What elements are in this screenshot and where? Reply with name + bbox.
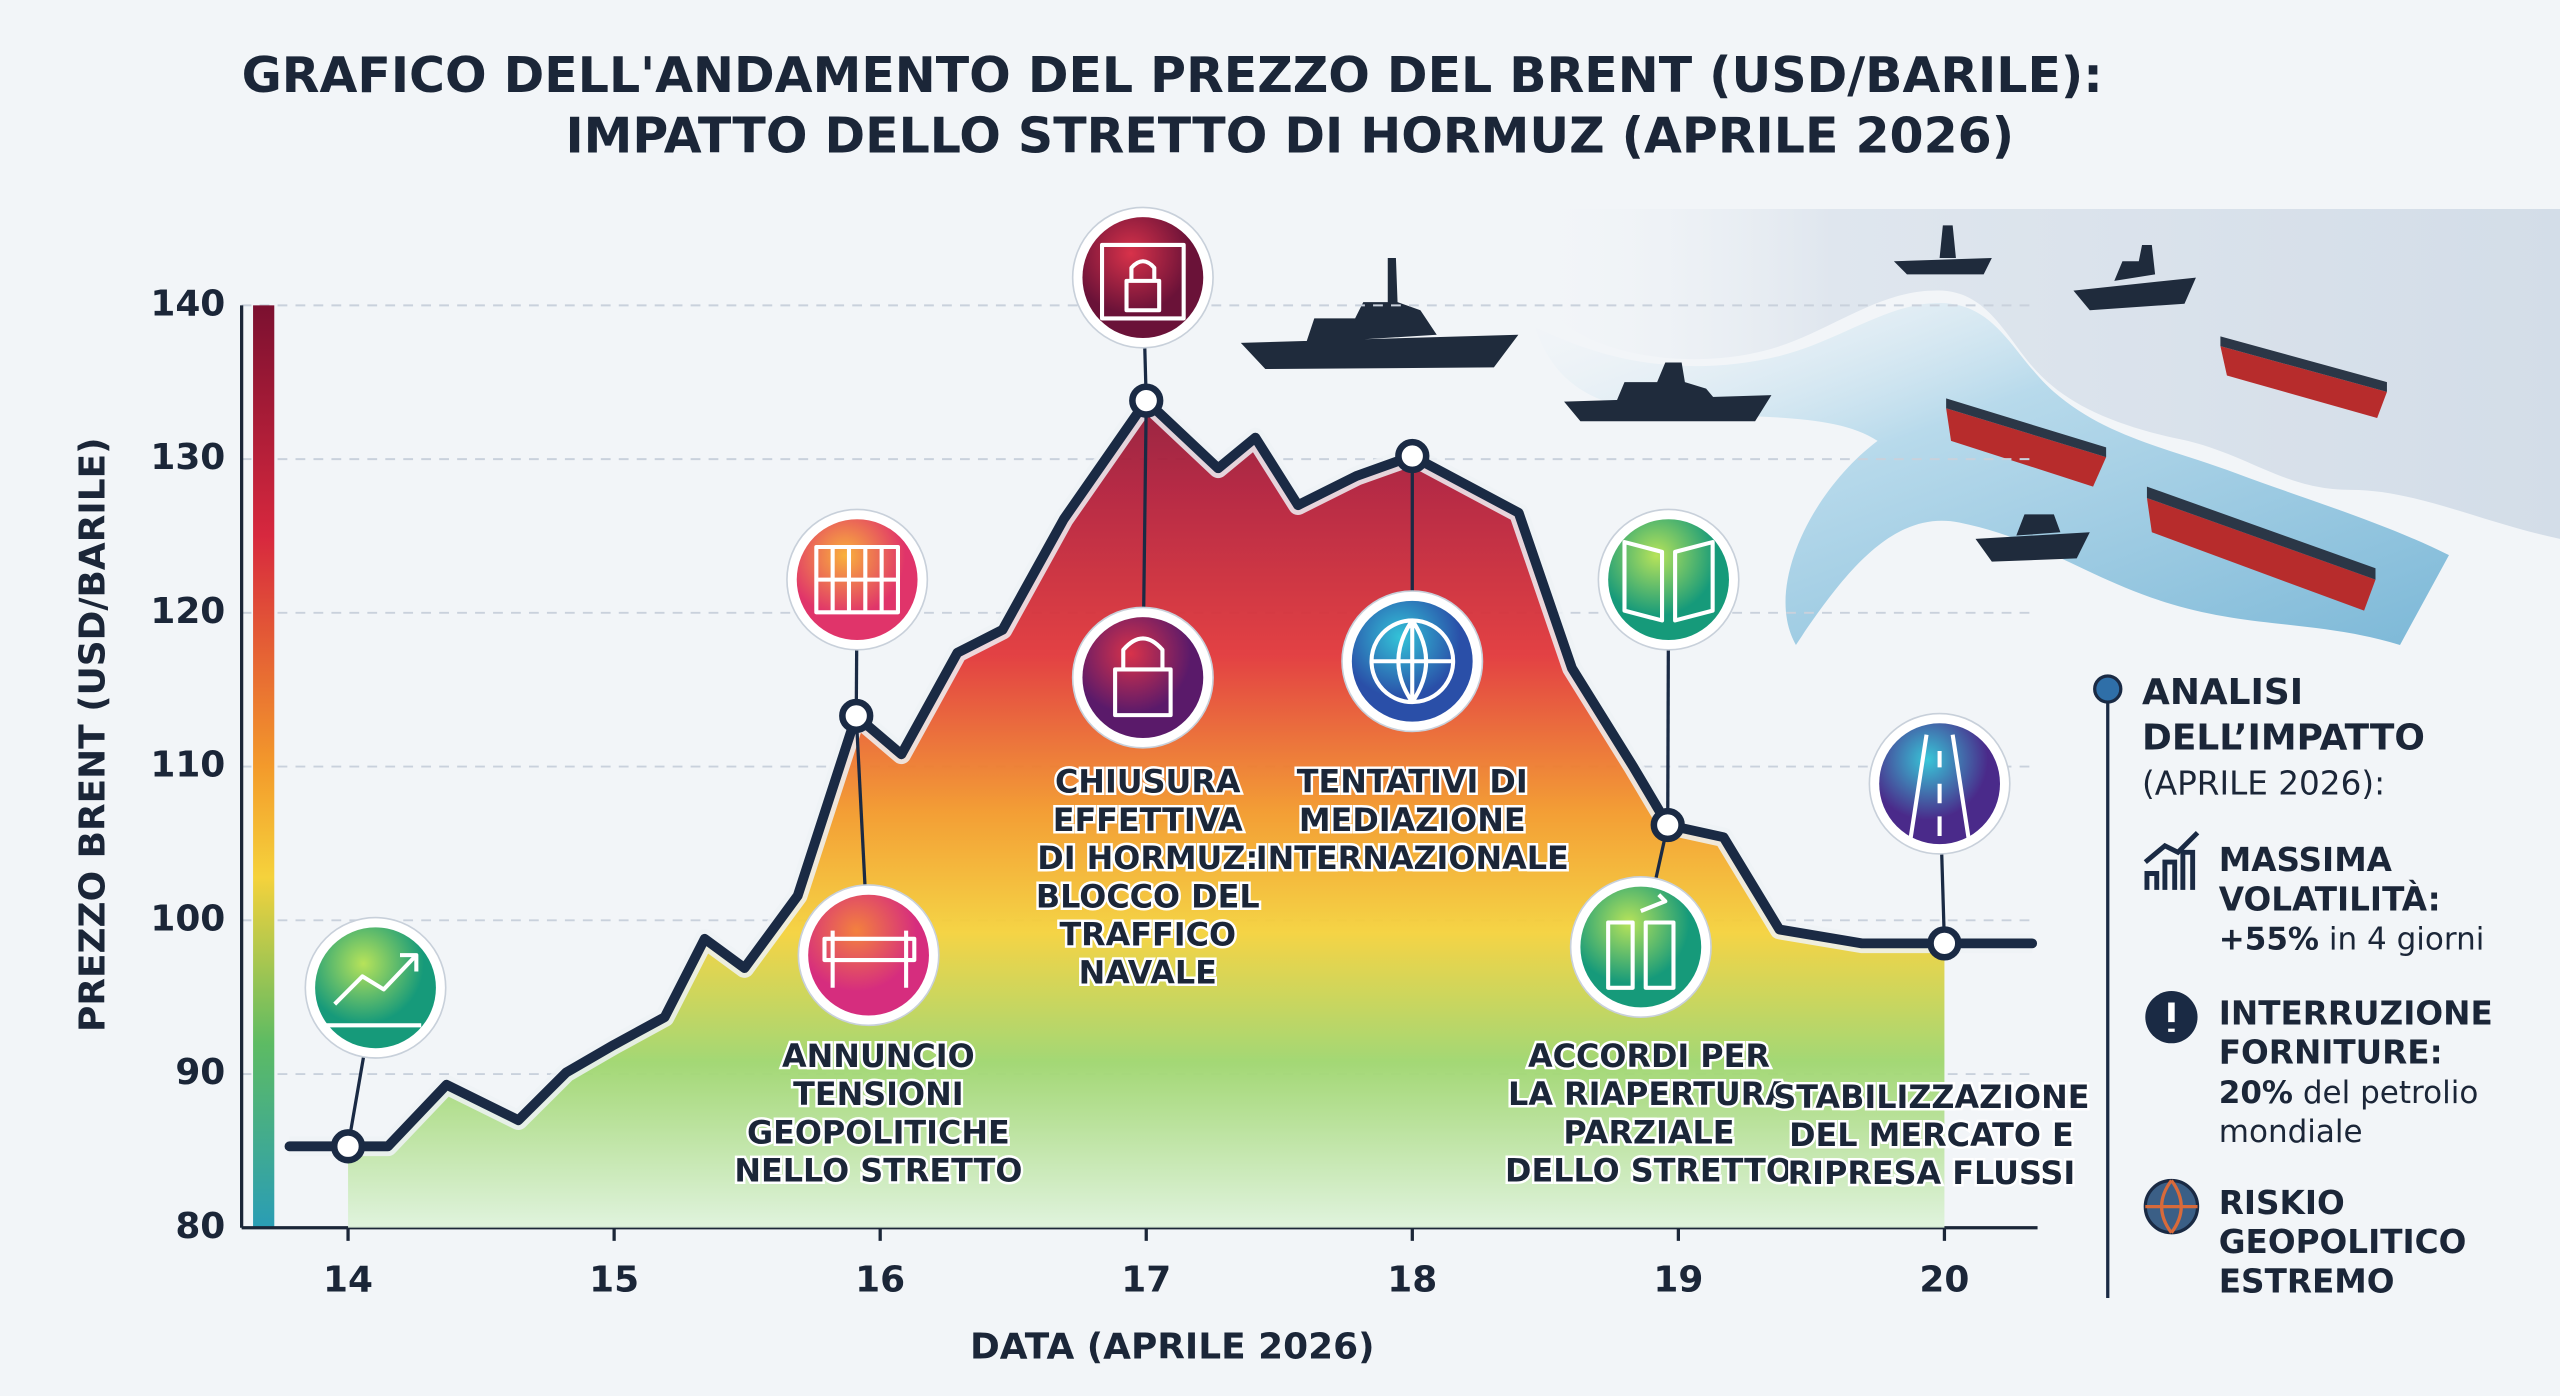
color-scale: [253, 305, 275, 1228]
x-tick-label: 16: [855, 1260, 905, 1301]
panel-icon-glyph: [2145, 1179, 2198, 1234]
icon-glyph: [1622, 540, 1715, 623]
x-axis-label: DATA (APRILE 2026): [970, 1327, 1375, 1368]
icon: [315, 927, 436, 1049]
annotation: NELLO STRETTO: [734, 1152, 1022, 1190]
icon: [1608, 519, 1729, 641]
annotation: RIPRESA FLUSSI: [1788, 1154, 2076, 1192]
x-tick-label: 19: [1653, 1260, 1703, 1301]
panel-item-title: MASSIMA: [2219, 841, 2393, 879]
chart-title: GRAFICO DELL'ANDAMENTO DEL PREZZO DEL BR…: [242, 47, 2103, 104]
annotation: BLOCCO DEL: [1036, 877, 1260, 915]
annotation: MEDIAZIONE: [1299, 801, 1526, 839]
icon-glyph: [1113, 636, 1173, 718]
annotation: CHIUSURA: [1055, 763, 1241, 801]
map-sea: [1534, 303, 2449, 645]
icon-glyph: [1606, 893, 1676, 990]
panel-item-title: VOLATILITÀ:: [2219, 880, 2441, 918]
y-axis-label: PREZZO BRENT (USD/BARILE): [73, 437, 114, 1032]
icon: [1082, 217, 1204, 338]
icon-glyph: [1369, 618, 1456, 705]
annotation: DELLO STRETTO: [1505, 1152, 1793, 1190]
map-land: [1518, 209, 2560, 539]
y-tick-label: 120: [150, 591, 225, 632]
annotation: DEL MERCATO E: [1789, 1116, 2074, 1154]
icon-glyph: [326, 953, 422, 1028]
point: [1927, 926, 1962, 961]
tankers: [1946, 336, 2387, 611]
icon: [1082, 617, 1204, 738]
icon: [808, 894, 929, 1016]
panel-detail: del petrolio: [2303, 1075, 2478, 1111]
icon: [1580, 886, 1702, 1008]
annotation: TENTATIVI DI: [1297, 763, 1528, 801]
annotation: STABILIZZAZIONE: [1773, 1078, 2089, 1116]
annotation: INTERNAZIONALE: [1256, 839, 1569, 877]
annotation: LA RIAPERTURA: [1508, 1075, 1790, 1113]
panel-item-title: GEOPOLITICO: [2219, 1223, 2467, 1261]
x-tick-label: 17: [1121, 1260, 1171, 1301]
panel-dot: [2093, 674, 2123, 704]
panel-item-detail: +55% in 4 giorni: [2219, 921, 2485, 957]
panel-item-title: INTERRUZIONE: [2219, 995, 2493, 1033]
point: [1650, 807, 1685, 843]
panel-item-title: FORNITURE:: [2219, 1034, 2443, 1072]
x-tick-label: 18: [1387, 1260, 1437, 1301]
icon-glyph: [1908, 734, 1971, 842]
y-tick-label: 130: [150, 437, 225, 478]
x-tick-label: 20: [1919, 1260, 1969, 1301]
panel-item-title: RISKIO: [2219, 1184, 2345, 1222]
annotation: GEOPOLITICHE: [747, 1113, 1010, 1151]
point: [1395, 438, 1430, 474]
panel-item-title: ESTREMO: [2219, 1262, 2395, 1300]
panel-heading: DELL’IMPATTO: [2142, 718, 2425, 759]
panel-icon: [2143, 830, 2200, 890]
x-tick-label: 14: [323, 1260, 373, 1301]
point: [839, 698, 874, 733]
annotation: ACCORDI PER: [1528, 1037, 1770, 1075]
annotation: TENSIONI: [793, 1075, 963, 1113]
panel-item-detail: 20% del petrolio: [2219, 1075, 2479, 1111]
point: [330, 1129, 366, 1164]
annotation: PARZIALE: [1563, 1113, 1734, 1151]
annotation: NAVALE: [1079, 954, 1217, 992]
y-tick-label: 140: [150, 283, 225, 324]
x-tick-label: 15: [589, 1260, 639, 1301]
panel-subheading: (APRILE 2026):: [2142, 764, 2385, 802]
y-tick-label: 90: [175, 1052, 225, 1093]
panel-item-detail: mondiale: [2219, 1114, 2363, 1150]
y-tick-label: 110: [150, 745, 225, 786]
panel-heading: ANALISI: [2142, 672, 2303, 713]
point: [1129, 383, 1164, 418]
annotation: DI HORMUZ:: [1037, 839, 1258, 877]
annotation: EFFETTIVA: [1053, 801, 1243, 839]
icon-glyph: [814, 544, 900, 615]
panel-highlight: 20%: [2219, 1075, 2293, 1111]
icon-glyph: [822, 930, 917, 988]
panel-detail: in 4 giorni: [2329, 921, 2485, 957]
icon-glyph: [1100, 242, 1186, 321]
y-tick-label: 100: [150, 898, 225, 939]
y-tick-label: 80: [175, 1206, 225, 1247]
annotation: ANNUNCIO: [782, 1037, 975, 1075]
annotation: TRAFFICO: [1059, 916, 1236, 954]
chart-title: IMPATTO DELLO STRETTO DI HORMUZ (APRILE …: [565, 107, 2014, 164]
panel-highlight: +55%: [2219, 921, 2319, 957]
